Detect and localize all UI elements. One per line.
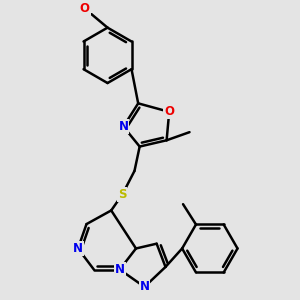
Text: N: N (73, 242, 83, 255)
Text: S: S (118, 188, 127, 201)
Text: N: N (140, 280, 149, 293)
Text: N: N (118, 120, 128, 133)
Text: O: O (164, 105, 174, 118)
Text: O: O (80, 2, 90, 15)
Text: N: N (115, 263, 125, 276)
